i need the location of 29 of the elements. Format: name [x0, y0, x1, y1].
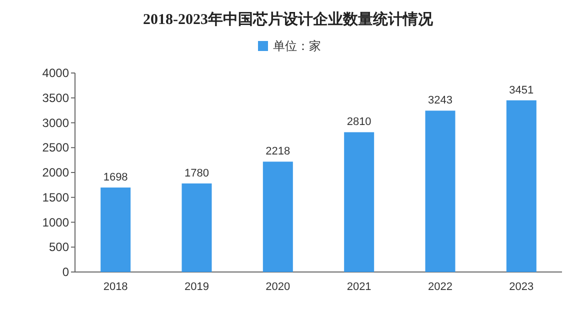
data-label: 3451	[509, 84, 534, 96]
y-tick-label: 2500	[42, 140, 70, 155]
x-tick-label: 2023	[509, 281, 534, 293]
bar	[100, 188, 131, 272]
x-tick-label: 2018	[103, 281, 128, 293]
bar	[506, 100, 536, 272]
bar	[425, 110, 456, 272]
legend-label: 单位：家	[273, 39, 321, 53]
y-tick-label: 2000	[42, 166, 70, 180]
data-label: 3243	[428, 94, 452, 107]
y-tick-label: 3000	[42, 116, 70, 130]
y-tick-label: 1500	[42, 190, 70, 204]
y-tick-label: 3500	[42, 90, 70, 105]
y-tick-label: 1000	[42, 215, 70, 230]
y-tick-label: 500	[48, 240, 70, 254]
bar	[344, 132, 374, 272]
data-label: 2810	[346, 116, 372, 128]
data-label: 1780	[184, 167, 209, 180]
data-label: 2218	[266, 146, 290, 158]
y-tick-label: 0	[62, 265, 70, 279]
bar	[182, 183, 212, 272]
x-tick-label: 2020	[266, 281, 290, 293]
chart-title: 2018-2023年中国芯片设计企业数量统计情况	[143, 11, 434, 28]
data-label: 1698	[103, 172, 128, 184]
bar	[262, 162, 293, 272]
x-tick-label: 2021	[346, 281, 372, 293]
x-tick-label: 2022	[428, 281, 452, 293]
y-tick-label: 4000	[42, 66, 70, 80]
x-tick-label: 2019	[184, 281, 209, 293]
